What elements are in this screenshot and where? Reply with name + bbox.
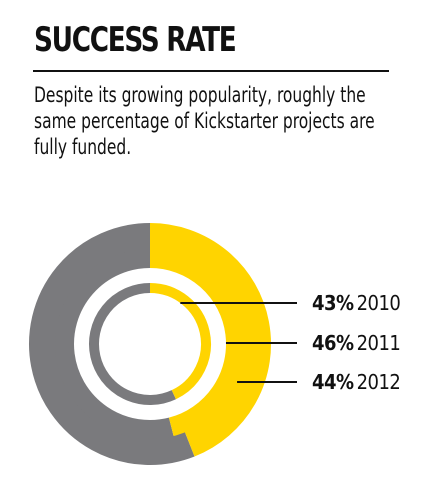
ring-unfunded-2011 [54,248,174,440]
ring-unfunded-2010 [89,283,176,405]
chart-subtitle: Despite its growing popularity, roughly … [34,83,375,159]
ring-unfunded-2012 [29,223,195,465]
label-value-2012: 44% [312,370,354,394]
label-2010: 43% 2010 [312,291,400,315]
leader-lines-group [180,302,297,383]
title-divider [33,70,389,72]
label-value-2011: 46% [312,331,354,355]
label-2011: 46% 2011 [312,331,400,355]
page-title: SUCCESS RATE [34,20,237,60]
ring-funded-2011 [149,248,247,437]
rings-group [29,223,272,465]
label-year-2010: 2010 [357,291,401,315]
label-year-2011: 2011 [357,331,401,355]
label-value-2010: 43% [312,291,354,315]
ring-funded-2010 [149,283,211,400]
label-2012: 44% 2012 [312,370,400,394]
ring-funded-2012 [149,223,272,457]
label-year-2012: 2012 [357,370,401,394]
